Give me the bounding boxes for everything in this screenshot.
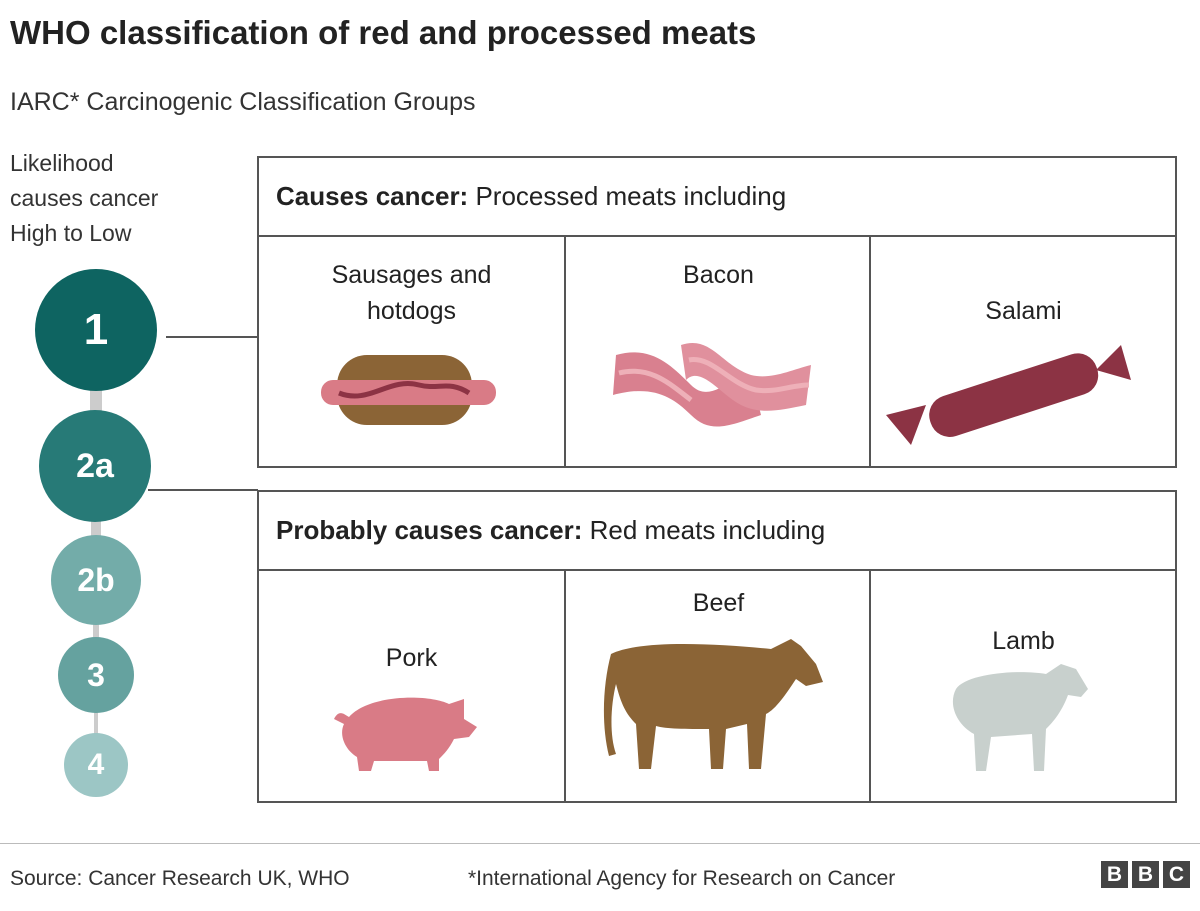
group-4-circle: 4 (64, 733, 128, 797)
box-header: Causes cancer: Processed meats including (259, 158, 1175, 237)
item-label: Bacon (683, 261, 754, 289)
scale-stem (94, 710, 98, 740)
salami-icon (886, 345, 1131, 445)
scale-stem (91, 515, 101, 545)
item-label: Pork (385, 644, 438, 672)
title: WHO classification of red and processed … (10, 14, 757, 51)
likelihood-line: Likelihood (10, 150, 114, 176)
source-note: Source: Cancer Research UK, WHO (10, 867, 350, 890)
group-label: 2a (76, 446, 114, 485)
connector-line (166, 336, 258, 338)
footer-divider (0, 843, 1200, 844)
bbc-logo-letter: C (1163, 861, 1190, 888)
group-2b-circle: 2b (51, 535, 141, 625)
group-label: 3 (87, 656, 105, 693)
header-text: Processed meats including (468, 181, 787, 211)
header-text: Red meats including (582, 515, 826, 545)
connector-line (148, 489, 258, 491)
group-1-circle: 1 (35, 269, 157, 391)
group-label: 2b (77, 561, 115, 598)
header-bold: Causes cancer: (276, 181, 469, 211)
subtitle: IARC* Carcinogenic Classification Groups (10, 88, 476, 116)
group-label: 4 (87, 748, 105, 781)
item-beef: Beef (564, 569, 871, 801)
group-label: 1 (83, 305, 109, 354)
item-salami: Salami (869, 235, 1176, 466)
likelihood-line: causes cancer (10, 185, 159, 211)
header-bold: Probably causes cancer: (276, 515, 583, 545)
item-label: Salami (985, 297, 1062, 325)
group-1-box: Causes cancer: Processed meats including… (257, 156, 1177, 468)
item-lamb: Lamb (869, 569, 1176, 801)
group-3-circle: 3 (58, 637, 134, 713)
cow-icon (603, 639, 823, 769)
bbc-logo-letter: B (1132, 861, 1159, 888)
likelihood-label: Likelihood causes cancer High to Low (10, 146, 158, 251)
item-label: Sausages and hotdogs (331, 261, 492, 325)
scale-stem (93, 620, 99, 645)
item-sausages: Sausages and hotdogs (259, 235, 564, 466)
footnote: *International Agency for Research on Ca… (468, 867, 896, 890)
box-header: Probably causes cancer: Red meats includ… (259, 492, 1175, 571)
pig-icon (334, 697, 477, 771)
item-pork: Pork (259, 569, 564, 801)
bbc-logo-letter: B (1101, 861, 1128, 888)
group-2a-circle: 2a (39, 410, 151, 522)
item-label: Lamb (992, 627, 1055, 655)
group-2a-box: Probably causes cancer: Red meats includ… (257, 490, 1177, 803)
sheep-icon (952, 664, 1088, 771)
item-label: Beef (692, 589, 745, 617)
item-bacon: Bacon (564, 235, 871, 466)
hotdog-icon (321, 355, 496, 425)
likelihood-line: High to Low (10, 220, 132, 246)
bacon-icon (613, 342, 811, 427)
